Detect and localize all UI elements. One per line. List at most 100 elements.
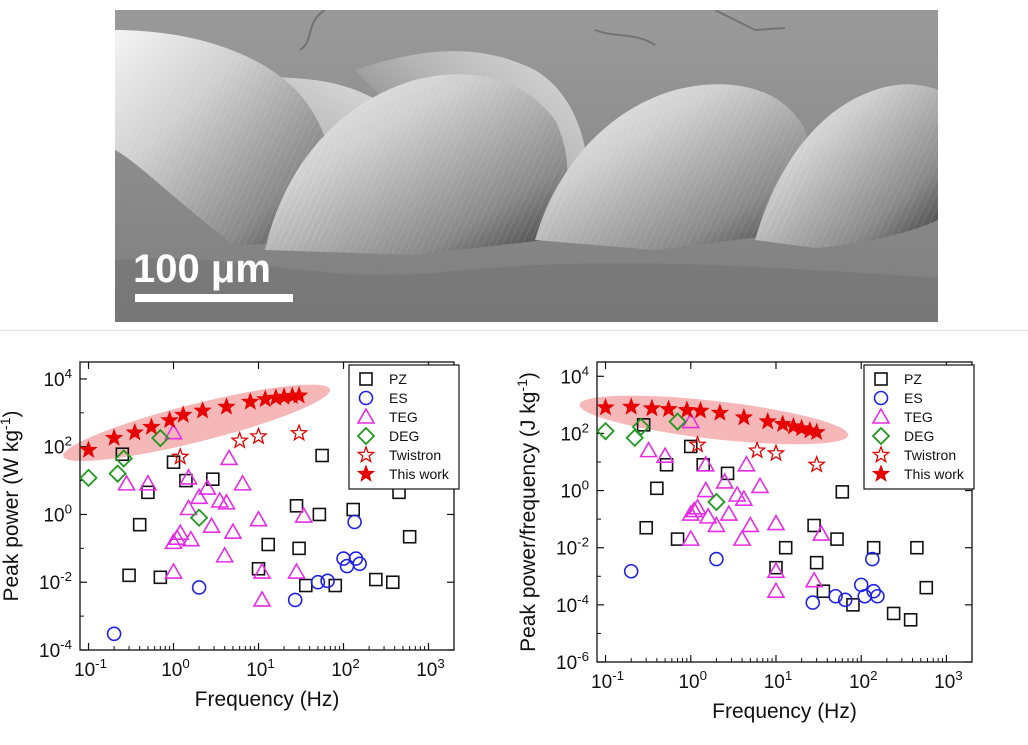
data-point <box>766 443 786 462</box>
scale-bar-label: 100 μm <box>133 247 271 291</box>
data-point <box>681 411 701 429</box>
data-point <box>691 401 710 419</box>
data-point <box>778 540 793 555</box>
x-tick-label: 100 <box>161 656 190 681</box>
legend: PZ ES TEG DEG Twistron This work <box>863 364 975 490</box>
legend-marker <box>871 445 891 463</box>
data-point <box>230 430 250 449</box>
legend-label: DEG <box>904 428 934 444</box>
data-point <box>173 405 193 423</box>
y-tick-label: 10-6 <box>556 649 589 674</box>
sem-surface-crack <box>299 10 786 51</box>
data-point <box>698 507 718 524</box>
data-point <box>287 592 303 608</box>
y-tick-label: 10-2 <box>39 569 72 594</box>
legend-marker <box>871 464 891 482</box>
legend-marker <box>873 390 889 406</box>
legend-label: TEG <box>389 409 418 425</box>
data-point <box>709 551 724 567</box>
data-point <box>830 532 844 546</box>
y-tick-label: 10-4 <box>556 592 589 617</box>
legend-label: Twistron <box>389 447 441 463</box>
data-point <box>191 580 207 595</box>
data-point <box>688 498 707 515</box>
legend-marker <box>356 426 376 446</box>
legend-label: DEG <box>389 428 419 444</box>
data-point <box>811 524 831 541</box>
scale-bar <box>135 294 293 302</box>
y-tick-label: 100 <box>560 478 589 503</box>
legend-marker <box>871 407 891 424</box>
data-point <box>758 411 777 430</box>
data-point <box>715 472 735 489</box>
series-twistron <box>170 423 309 465</box>
data-point <box>233 474 252 491</box>
data-point <box>206 472 220 486</box>
data-point <box>903 612 918 627</box>
data-point <box>114 449 134 468</box>
data-point <box>805 595 821 610</box>
data-point <box>683 439 698 454</box>
legend-marker <box>356 407 376 424</box>
data-point <box>189 508 209 528</box>
data-point <box>650 481 664 496</box>
data-point <box>710 403 730 421</box>
data-point <box>312 507 327 522</box>
data-point <box>289 386 309 404</box>
x-axis-label: Frequency (Hz) <box>195 688 340 711</box>
data-point <box>104 428 124 446</box>
data-point <box>642 398 662 417</box>
x-axis-label: Frequency (Hz) <box>712 700 857 723</box>
data-point <box>727 485 747 502</box>
data-point <box>315 448 329 463</box>
data-point <box>249 426 268 445</box>
data-point <box>688 434 707 453</box>
sem-micrograph: 100 μm <box>115 10 938 322</box>
data-point <box>385 575 400 590</box>
x-tick-label: 103 <box>416 656 445 681</box>
this-work-highlight <box>579 395 849 445</box>
data-point <box>639 441 658 458</box>
series-pz <box>636 418 934 627</box>
data-point <box>807 422 826 441</box>
data-point <box>668 412 687 431</box>
y-axis-label: Peak power/frequency (J kg-1) <box>514 372 540 652</box>
series-teg <box>117 423 314 607</box>
data-point <box>106 626 122 642</box>
data-point <box>197 478 217 495</box>
legend-marker <box>874 372 888 386</box>
data-point <box>320 573 335 589</box>
data-point <box>261 537 275 552</box>
data-point <box>807 518 821 533</box>
figure-divider <box>0 330 1028 331</box>
data-point <box>809 555 824 570</box>
data-point <box>249 510 268 527</box>
data-point <box>910 540 924 555</box>
data-point <box>659 457 674 472</box>
data-point <box>181 530 201 547</box>
series-this-work <box>79 386 309 458</box>
legend: PZ ES TEG DEG Twistron This work <box>348 364 460 490</box>
data-point <box>846 598 860 612</box>
legend-label: ES <box>389 390 408 406</box>
legend-label: Twistron <box>904 447 956 463</box>
data-point <box>734 407 754 426</box>
x-tick-label: 10-1 <box>74 656 107 681</box>
data-point <box>747 440 767 459</box>
y-tick-label: 104 <box>43 366 72 391</box>
data-point <box>132 517 147 532</box>
data-point <box>623 563 639 579</box>
data-point <box>622 397 641 415</box>
data-point <box>125 422 144 441</box>
x-tick-label: 102 <box>331 656 360 681</box>
series-teg <box>639 411 831 599</box>
data-point <box>631 417 651 437</box>
data-point <box>252 562 272 579</box>
data-point <box>215 546 235 563</box>
series-deg <box>79 428 209 528</box>
data-point <box>719 504 739 521</box>
data-point <box>807 454 827 473</box>
legend-label: This work <box>904 466 965 482</box>
